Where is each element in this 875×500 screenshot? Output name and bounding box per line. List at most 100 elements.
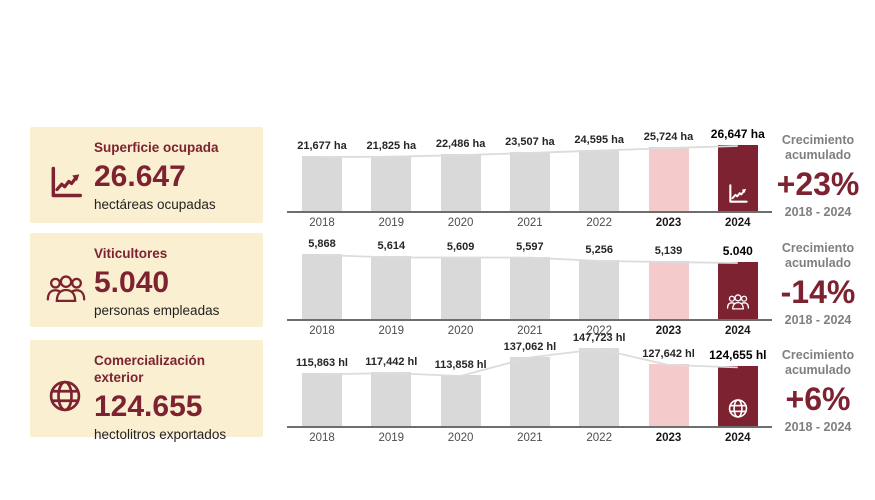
card-subtitle: hectolitros exportados <box>94 426 227 442</box>
axis-year-label: 2020 <box>447 432 474 444</box>
stat-card-superficie: Superficie ocupada 26.647 hectáreas ocup… <box>30 127 263 223</box>
axis-year-label: 2018 <box>309 217 335 229</box>
axis-year-label: 2023 <box>655 432 682 444</box>
plot-area: 115,863 hl 117,442 hl 113,858 hl 137,062 hl… <box>287 326 772 428</box>
card-subtitle: personas empleadas <box>94 302 220 318</box>
growth-panel-comercializacion: Crecimiento acumulado +6% 2018 - 2024 <box>770 348 866 434</box>
people-icon <box>46 271 86 305</box>
card-text: Viticultores 5.040 personas empleadas <box>30 233 263 329</box>
card-value: 124.655 <box>94 389 203 423</box>
bar-value-label: 5,868 <box>308 238 336 250</box>
bar-value-label: 147,723 hl <box>572 332 626 344</box>
bar-2023 <box>648 364 689 426</box>
bar-value-label: 5,139 <box>654 245 683 258</box>
bar-2021 <box>509 356 550 426</box>
bar-2018 <box>302 254 342 319</box>
axis-year-label: 2021 <box>517 325 543 337</box>
bar-2019 <box>371 256 412 319</box>
bar-2023 <box>648 147 689 211</box>
card-value: 5.040 <box>94 265 170 299</box>
axis-year-label: 2019 <box>378 217 405 229</box>
bar-value-label: 21,677 ha <box>297 140 347 152</box>
bar-chart-comercializacion: 115,863 hl 117,442 hl 113,858 hl 137,062 hl… <box>287 326 772 450</box>
axis-year-label: 2024 <box>725 325 751 337</box>
growth-panel-superficie: Crecimiento acumulado +23% 2018 - 2024 <box>770 133 866 219</box>
plot-area: 21,677 ha 21,825 ha 22,486 ha 23,507 ha 24,5… <box>287 111 772 213</box>
plot-area: 5,868 5,614 5,609 5,597 5,256 5,139 5.040 <box>287 219 772 321</box>
x-axis-years: 2018 2019 2020 2021 2022 2023 2024 <box>287 325 772 341</box>
line-chart-icon <box>46 163 86 201</box>
bar-value-label: 23,507 ha <box>505 135 555 148</box>
bar-value-label: 5,256 <box>585 243 613 256</box>
bar-2019 <box>371 372 412 426</box>
growth-period: 2018 - 2024 <box>784 419 852 434</box>
bar-2020 <box>440 375 481 426</box>
bar-2024 <box>717 145 758 211</box>
card-subtitle: hectáreas ocupadas <box>94 196 216 212</box>
globe-icon <box>726 397 749 420</box>
bar-2023 <box>648 261 689 319</box>
bar-value-label: 22,486 ha <box>435 138 486 151</box>
axis-year-label: 2022 <box>586 432 612 444</box>
bar-value-label: 117,442 hl <box>365 356 418 369</box>
bar-value-label: 115,863 hl <box>296 357 348 370</box>
card-text: Comercialización exterior 124.655 hectol… <box>30 340 263 453</box>
growth-period: 2018 - 2024 <box>784 312 852 327</box>
bar-value-label: 127,642 hl <box>642 348 695 361</box>
bar-chart-viticultores: 5,868 5,614 5,609 5,597 5,256 5,139 5.040 2018 2… <box>287 219 772 343</box>
card-text: Superficie ocupada 26.647 hectáreas ocup… <box>30 127 263 223</box>
bar-value-label: 5,614 <box>377 240 406 253</box>
bar-2022 <box>579 348 620 426</box>
bar-chart-superficie: 21,677 ha 21,825 ha 22,486 ha 23,507 ha 24,5… <box>287 111 772 235</box>
growth-period: 2018 - 2024 <box>784 204 852 219</box>
axis-year-label: 2023 <box>655 325 682 337</box>
bar-value-label: 5,597 <box>516 240 544 253</box>
bar-value-label: 113,858 hl <box>434 359 487 371</box>
axis-year-label: 2019 <box>378 432 405 444</box>
bar-2018 <box>302 373 342 426</box>
axis-year-label: 2023 <box>655 217 682 229</box>
axis-year-label: 2020 <box>447 325 474 337</box>
people-icon <box>726 290 749 313</box>
bar-value-label: 5.040 <box>722 244 753 258</box>
bar-value-label: 124,655 hl <box>709 348 767 363</box>
bar-value-label: 26,647 ha <box>710 127 765 141</box>
x-axis-years: 2018 2019 2020 2021 2022 2023 2024 <box>287 217 772 233</box>
stat-card-viticultores: Viticultores 5.040 personas empleadas <box>30 233 263 327</box>
bar-value-label: 21,825 ha <box>366 139 417 152</box>
axis-year-label: 2022 <box>586 217 612 229</box>
axis-year-label: 2021 <box>517 432 543 444</box>
bar-2021 <box>509 151 550 211</box>
bar-2021 <box>509 256 550 319</box>
bar-2022 <box>579 259 620 319</box>
card-title: Superficie ocupada <box>94 140 219 155</box>
growth-heading: Crecimiento acumulado <box>781 241 855 270</box>
bar-2024 <box>717 262 758 319</box>
bar-value-label: 5,609 <box>446 240 475 253</box>
bar-2020 <box>440 154 481 211</box>
axis-year-label: 2021 <box>517 217 543 229</box>
growth-percentage: +6% <box>785 381 851 417</box>
bar-2019 <box>371 155 412 211</box>
x-axis-years: 2018 2019 2020 2021 2022 2023 2024 <box>287 432 772 448</box>
axis-year-label: 2020 <box>447 217 474 229</box>
bar-2018 <box>302 156 342 211</box>
bar-value-label: 24,595 ha <box>574 133 624 146</box>
card-title: Viticultores <box>94 246 168 261</box>
card-title: Comercialización exterior <box>94 353 206 385</box>
bar-2022 <box>579 149 620 211</box>
bar-value-label: 137,062 hl <box>503 340 557 353</box>
growth-percentage: +23% <box>776 166 860 202</box>
line-chart-icon <box>726 182 749 205</box>
growth-heading: Crecimiento acumulado <box>781 348 855 377</box>
axis-year-label: 2019 <box>378 325 405 337</box>
bar-value-label: 25,724 ha <box>643 131 694 144</box>
growth-heading: Crecimiento acumulado <box>781 133 855 162</box>
axis-year-label: 2024 <box>725 432 751 444</box>
axis-year-label: 2018 <box>309 432 335 444</box>
growth-percentage: -14% <box>780 274 856 310</box>
bar-2020 <box>440 256 481 319</box>
bar-2024 <box>717 366 758 426</box>
axis-year-label: 2022 <box>586 325 612 337</box>
